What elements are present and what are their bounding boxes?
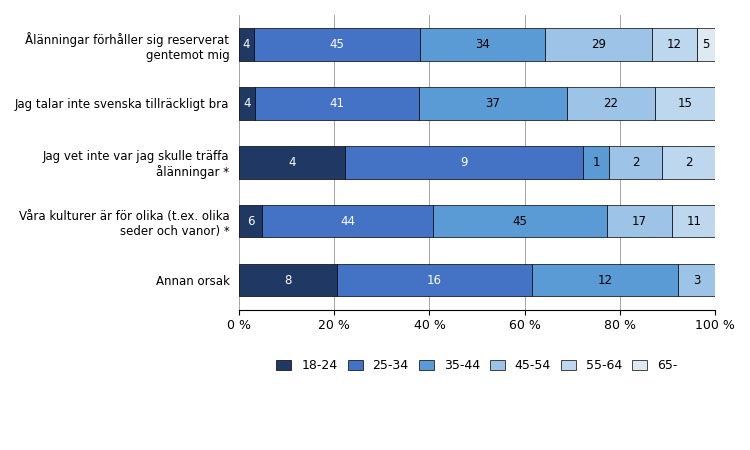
Bar xyxy=(567,87,655,120)
Text: 6: 6 xyxy=(247,215,254,228)
Bar xyxy=(337,264,532,297)
Bar xyxy=(607,205,673,238)
Text: 37: 37 xyxy=(486,97,500,110)
Text: 15: 15 xyxy=(678,97,692,110)
Text: 22: 22 xyxy=(604,97,619,110)
Bar xyxy=(433,205,607,238)
Text: 2: 2 xyxy=(685,156,692,169)
Text: 3: 3 xyxy=(693,274,700,287)
Text: 4: 4 xyxy=(243,38,250,51)
Text: 34: 34 xyxy=(476,38,490,51)
Text: 1: 1 xyxy=(592,156,600,169)
Text: 11: 11 xyxy=(686,215,701,228)
Bar xyxy=(239,146,345,179)
Text: 29: 29 xyxy=(591,38,606,51)
Text: 4: 4 xyxy=(243,97,250,110)
Text: 44: 44 xyxy=(340,215,355,228)
Bar xyxy=(239,264,337,297)
Text: 8: 8 xyxy=(284,274,292,287)
Bar xyxy=(697,28,715,61)
Text: 12: 12 xyxy=(667,38,682,51)
Bar xyxy=(652,28,697,61)
Bar xyxy=(662,146,715,179)
Text: 41: 41 xyxy=(329,97,344,110)
Bar xyxy=(679,264,715,297)
Bar xyxy=(419,87,567,120)
Bar xyxy=(239,28,254,61)
Bar xyxy=(609,146,662,179)
Bar xyxy=(420,28,545,61)
Bar xyxy=(345,146,583,179)
Bar xyxy=(255,87,419,120)
Text: 9: 9 xyxy=(460,156,467,169)
Text: 4: 4 xyxy=(288,156,296,169)
Bar xyxy=(545,28,652,61)
Text: 45: 45 xyxy=(512,215,527,228)
Bar xyxy=(239,87,255,120)
Text: 12: 12 xyxy=(598,274,613,287)
Bar xyxy=(262,205,433,238)
Legend: 18-24, 25-34, 35-44, 45-54, 55-64, 65-: 18-24, 25-34, 35-44, 45-54, 55-64, 65- xyxy=(272,354,682,377)
Text: 16: 16 xyxy=(427,274,442,287)
Text: 17: 17 xyxy=(632,215,647,228)
Bar xyxy=(583,146,609,179)
Text: 2: 2 xyxy=(632,156,640,169)
Bar xyxy=(532,264,679,297)
Text: 5: 5 xyxy=(702,38,709,51)
Bar xyxy=(239,205,262,238)
Bar xyxy=(655,87,715,120)
Bar xyxy=(673,205,715,238)
Bar xyxy=(254,28,420,61)
Text: 45: 45 xyxy=(329,38,344,51)
